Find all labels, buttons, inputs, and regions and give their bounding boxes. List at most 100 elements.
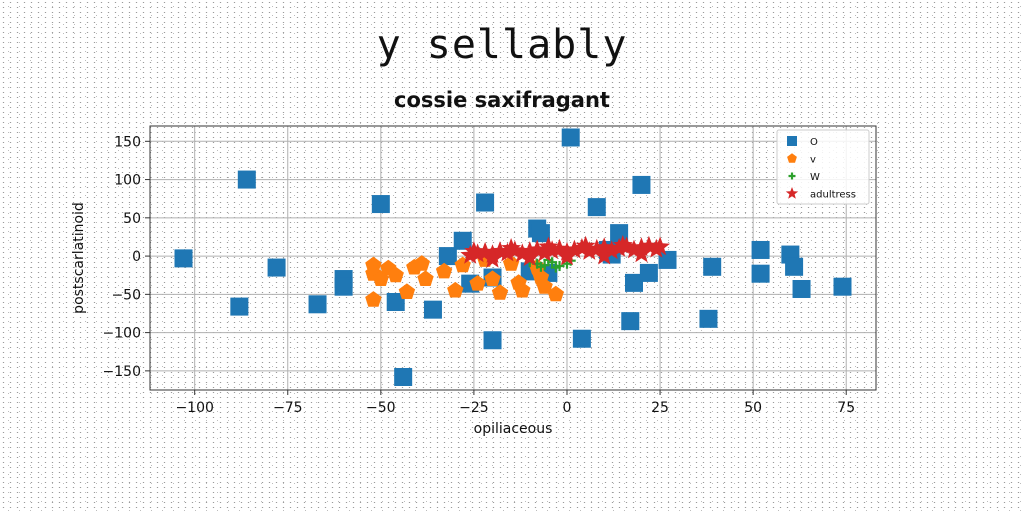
data-point: [476, 193, 495, 212]
data-point: [751, 264, 770, 283]
legend-label: adultress: [810, 190, 856, 201]
data-point: [587, 198, 606, 217]
data-point: [267, 258, 286, 277]
data-point: [484, 270, 501, 286]
series-adultress: [460, 235, 670, 268]
data-point: [792, 279, 811, 298]
data-point: [535, 261, 546, 272]
axis-ticks: −100 −75 −50 −25 0 25 50 75 −150 −100 −50 0 50 100 150: [103, 134, 856, 416]
data-point: [464, 241, 484, 260]
data-point: [435, 262, 453, 279]
legend-label: v: [810, 155, 816, 166]
data-point: [751, 240, 770, 259]
data-point: [394, 367, 413, 386]
data-point: [833, 277, 852, 296]
legend-marker: [788, 172, 796, 180]
legend-label: W: [810, 172, 820, 183]
data-point: [612, 235, 633, 254]
data-point: [386, 293, 405, 311]
data-point: [502, 255, 520, 271]
y-tick-label: −150: [103, 364, 141, 380]
data-point: [174, 249, 193, 268]
data-point: [531, 224, 550, 243]
data-point: [785, 257, 804, 276]
data-point: [586, 238, 607, 258]
data-point: [550, 262, 561, 273]
x-tick-label: −75: [273, 400, 303, 416]
data-point: [483, 331, 502, 350]
x-tick-label: 0: [563, 400, 572, 416]
data-point: [575, 235, 596, 255]
data-point: [561, 128, 580, 147]
data-point: [482, 248, 503, 268]
data-point: [557, 246, 577, 266]
legend-marker: [787, 153, 797, 163]
x-tick-label: −25: [459, 400, 489, 416]
y-tick-label: 50: [123, 211, 141, 227]
data-point: [639, 263, 658, 282]
data-point: [334, 277, 353, 296]
data-point: [447, 281, 464, 298]
data-point: [538, 236, 559, 256]
legend-marker: [787, 136, 797, 146]
data-points: [174, 128, 852, 386]
x-tick-label: −100: [175, 400, 213, 416]
data-point: [549, 238, 570, 258]
x-axis-label: opiliaceous: [474, 421, 553, 437]
data-point: [527, 239, 548, 259]
data-point: [658, 250, 677, 269]
data-point: [632, 175, 651, 194]
data-point: [417, 270, 434, 286]
data-point: [650, 236, 670, 256]
data-point: [519, 247, 540, 266]
x-tick-label: 50: [744, 400, 762, 416]
series-v: [365, 251, 564, 307]
data-point: [469, 275, 486, 291]
y-axis-label: postscarlatinoid: [71, 202, 87, 314]
legend-marker: [785, 187, 799, 199]
data-point: [398, 283, 416, 299]
y-tick-label: 100: [114, 173, 141, 189]
data-point: [512, 243, 533, 263]
x-tick-label: −50: [366, 400, 396, 416]
data-point: [413, 255, 430, 271]
legend-label: O: [810, 137, 818, 148]
data-point: [624, 239, 644, 259]
y-tick-label: 150: [114, 134, 141, 150]
x-tick-label: 25: [651, 400, 669, 416]
data-point: [501, 238, 521, 257]
data-point: [371, 195, 390, 214]
data-point: [514, 281, 531, 298]
figure-title: y sellably: [376, 22, 628, 68]
data-point: [699, 309, 718, 328]
data-point: [601, 240, 622, 260]
data-point: [491, 284, 509, 300]
data-point: [423, 300, 442, 319]
data-point: [536, 278, 553, 294]
series-O: [174, 128, 852, 386]
data-point: [631, 243, 652, 263]
data-point: [237, 170, 256, 189]
data-point: [547, 285, 564, 302]
data-point: [564, 239, 585, 259]
data-point: [230, 297, 249, 316]
legend-box: [776, 129, 870, 205]
data-point: [365, 291, 382, 307]
data-point: [594, 245, 615, 265]
plot-frame: [149, 125, 877, 391]
y-tick-label: −100: [103, 326, 141, 342]
y-tick-label: 0: [132, 249, 141, 265]
data-point: [639, 235, 659, 255]
data-point: [572, 329, 591, 348]
y-tick-label: −50: [111, 287, 141, 303]
data-point: [387, 266, 404, 283]
data-point: [438, 247, 457, 266]
chart-title: cossie saxifragant: [394, 88, 610, 112]
data-point: [625, 273, 643, 292]
data-point: [453, 231, 472, 250]
data-point: [621, 312, 640, 331]
data-point: [703, 257, 722, 276]
data-point: [308, 295, 327, 314]
